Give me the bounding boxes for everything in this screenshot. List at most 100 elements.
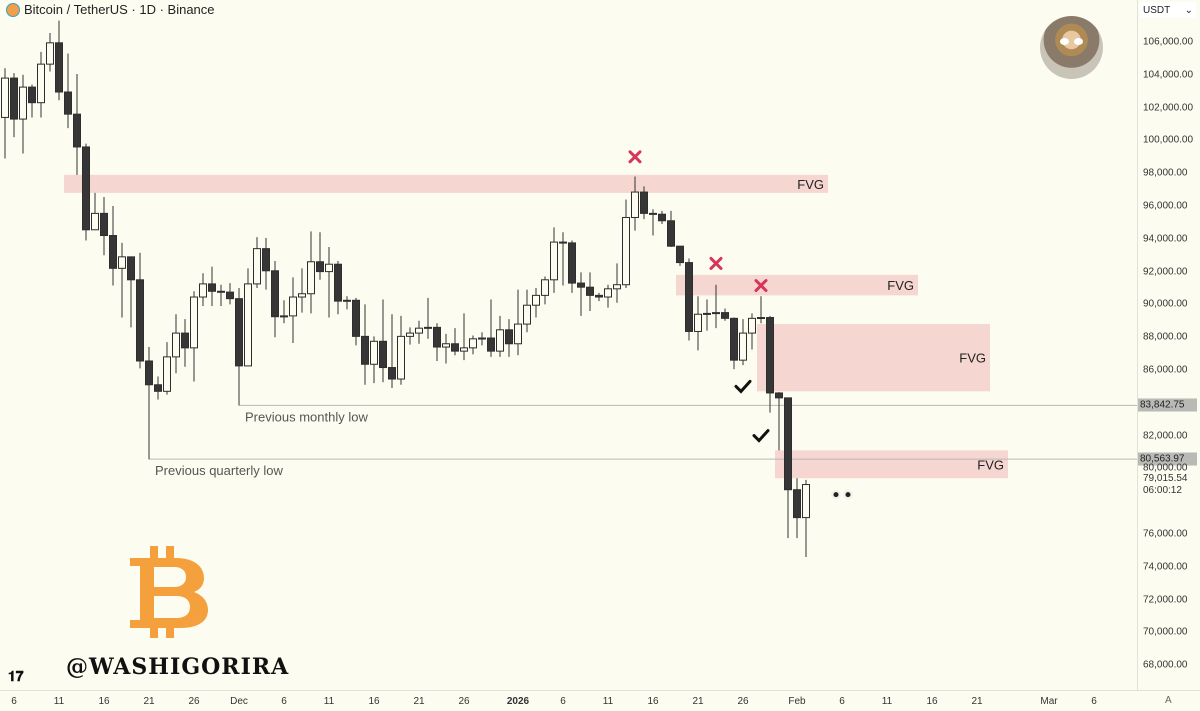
candle-down (568, 242, 576, 284)
candle-up (163, 356, 171, 392)
candle-down (64, 91, 72, 115)
candle-down (100, 212, 108, 237)
candle-down (640, 191, 648, 214)
price-axis[interactable] (1137, 0, 1200, 690)
x-tick-label: Mar (1040, 696, 1058, 707)
x-tick-label: 21 (971, 696, 983, 707)
candle-up (442, 343, 450, 348)
candle-down (676, 245, 684, 264)
candle-up (523, 304, 531, 325)
candle-down (685, 262, 693, 332)
candle-up (631, 191, 639, 218)
candle-up (694, 313, 702, 332)
candle-down (109, 235, 117, 269)
candle-up (424, 326, 432, 329)
x-tick-label: Dec (230, 696, 248, 707)
candle-up (118, 256, 126, 269)
fvg-label: FVG (959, 351, 986, 366)
eyes-emoji-icon (845, 492, 851, 498)
y-tick-label: 90,000.00 (1143, 298, 1188, 310)
bitcoin-logo-icon (130, 546, 208, 638)
x-tick-label: 11 (323, 696, 335, 707)
candle-down (352, 299, 360, 337)
level-price-badge: 80,563.97 (1138, 452, 1197, 466)
symbol-title[interactable]: Bitcoin / TetherUS · 1D · Binance (6, 2, 215, 17)
x-tick-label: 6 (281, 696, 287, 707)
candle-up (802, 484, 810, 519)
candle-down (595, 294, 603, 298)
candle-up (397, 335, 405, 380)
candle-up (532, 294, 540, 306)
candle-down (136, 279, 144, 362)
x-tick-label: 6 (560, 696, 566, 707)
candle-up (514, 323, 522, 345)
x-tick-label: 21 (143, 696, 155, 707)
candle-down (154, 384, 162, 392)
y-tick-label: 68,000.00 (1143, 659, 1188, 671)
candle-up (406, 332, 414, 337)
x-tick-label: 6 (11, 696, 17, 707)
y-tick-label: 72,000.00 (1143, 594, 1188, 606)
level-label: Previous monthly low (245, 409, 368, 424)
candle-down (766, 317, 774, 394)
candle-down (217, 290, 225, 293)
candle-down (577, 282, 585, 288)
x-tick-label: Feb (788, 696, 806, 707)
candle-down (181, 332, 189, 349)
candle-up (289, 296, 297, 317)
candle-up (190, 296, 198, 349)
candle-down (451, 343, 459, 352)
candle-down (721, 312, 729, 319)
candle-down (667, 220, 675, 247)
candle-down (10, 77, 18, 120)
candle-up (478, 337, 486, 340)
time-axis[interactable]: 6 11 16 21 26 Dec 6 11 16 21 26 2026 6 11 16 21 26 Feb 6 11… (0, 690, 1200, 711)
y-tick-label: 106,000.00 (1143, 36, 1194, 48)
y-tick-label: 76,000.00 (1143, 528, 1188, 540)
candle-up (325, 263, 333, 273)
cross-mark-icon (754, 279, 768, 293)
avatar-glasses-left (1060, 38, 1069, 45)
currency-select[interactable]: USDT ⌄ (1140, 2, 1196, 18)
candle-up (703, 312, 711, 315)
candle-up (622, 216, 630, 286)
x-tick-label: 16 (926, 696, 938, 707)
candle-down (271, 270, 279, 318)
candle-down (649, 212, 657, 215)
candle-down (55, 42, 63, 93)
x-tick-label: 16 (368, 696, 380, 707)
last-price-label: 79,015.54 (1143, 472, 1188, 484)
auto-scale-button[interactable]: A (1165, 695, 1172, 706)
watermark-handle: @WASHIGORIRA (66, 654, 290, 680)
y-tick-label: 70,000.00 (1143, 626, 1188, 638)
y-tick-label: 92,000.00 (1143, 266, 1188, 278)
candle-up (370, 340, 378, 365)
y-tick-label: 104,000.00 (1143, 69, 1194, 81)
y-tick-label: 102,000.00 (1143, 102, 1194, 114)
x-tick-label: 11 (53, 696, 65, 707)
candle-down (775, 392, 783, 399)
candle-up (253, 248, 261, 285)
candle-up (298, 293, 306, 298)
fvg-zone (775, 450, 1008, 479)
candle-up (91, 212, 99, 231)
cross-mark-icon (709, 256, 723, 270)
candlestick-chart[interactable]: FVG FVG FVG FVG Previous monthly low Previous… (0, 0, 1137, 690)
tradingview-logo-icon[interactable]: 𝟏𝟕 (8, 668, 24, 684)
candle-down (235, 298, 243, 367)
candle-up (496, 329, 504, 352)
candle-down (730, 317, 738, 361)
currency-label: USDT (1143, 4, 1171, 16)
x-tick-label: 11 (602, 696, 614, 707)
candle-down (433, 326, 441, 348)
x-tick-label: 2026 (506, 696, 530, 707)
candle-up (469, 338, 477, 349)
candle-up (613, 284, 621, 290)
author-avatar (1040, 16, 1103, 79)
candle-up (19, 86, 27, 120)
fvg-label: FVG (887, 278, 914, 293)
y-tick-label: 82,000.00 (1143, 430, 1188, 442)
candle-up (712, 312, 720, 315)
candle-up (46, 42, 54, 65)
x-tick-label: 26 (458, 696, 470, 707)
